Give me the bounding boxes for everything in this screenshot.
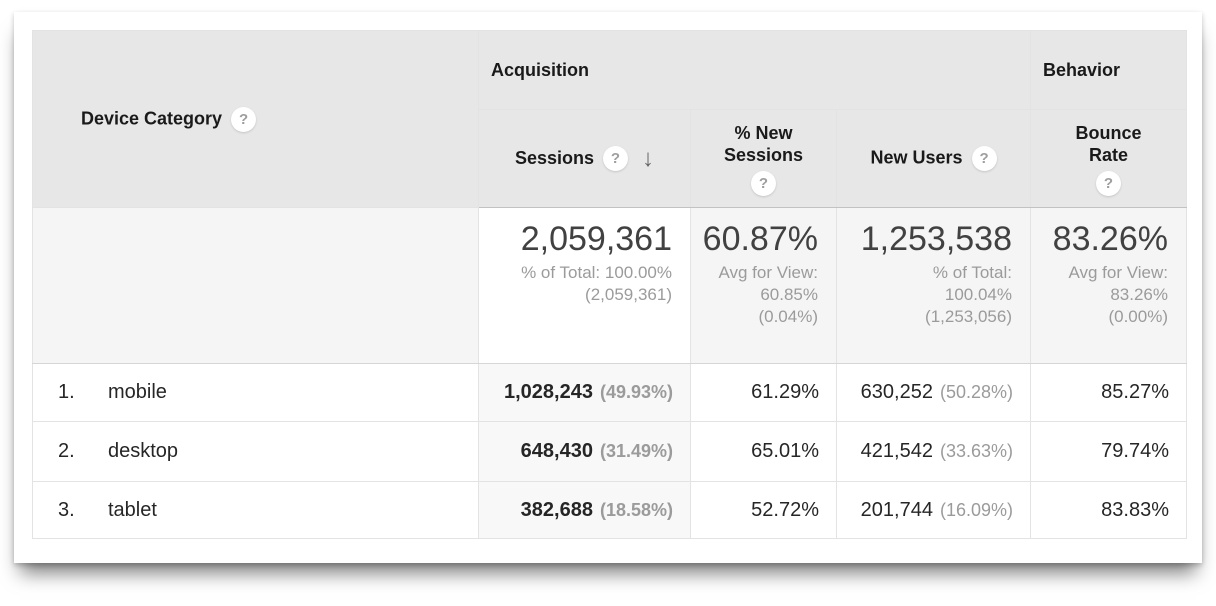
totals-row: 2,059,361 % of Total: 100.00% (2,059,361… [32,207,1187,364]
new-users-total-value: 1,253,538 [860,220,1012,258]
sessions-value: 648,430 [520,440,593,462]
device-name-link[interactable]: mobile [108,381,167,403]
new-sessions-value: 61.29% [751,381,819,403]
subtext-line: 100.04% [944,285,1012,305]
acquisition-group-header: Acquisition [478,30,1031,110]
device-cell: 3. tablet [32,481,479,539]
new-users-cell: 201,744 (16.09%) [836,481,1031,539]
subtext-line: 83.26% [1110,285,1168,305]
device-category-label: Device Category [81,107,223,128]
new-sessions-cell: 52.72% [690,481,837,539]
subtext-line: Avg for View: [1068,263,1168,283]
bounce-rate-value: 85.27% [1101,381,1169,403]
new-users-column-header[interactable]: New Users? [836,109,1031,208]
sessions-total-cell: 2,059,361 % of Total: 100.00% (2,059,361… [478,207,691,364]
new-users-label: New Users [870,147,963,168]
new-sessions-total-value: 60.87% [702,220,818,258]
acquisition-label: Acquisition [491,59,589,80]
subtext-line: Avg for View: [718,263,818,283]
device-category-table: Device Category? Acquisition Behavior Se… [32,30,1187,539]
new-sessions-value: 65.01% [751,440,819,462]
new-sessions-total-cell: 60.87% Avg for View: 60.85% (0.04%) [690,207,837,364]
behavior-label: Behavior [1043,59,1121,80]
help-icon[interactable]: ? [1096,170,1121,196]
sessions-value: 1,028,243 [503,381,593,403]
new-users-value: 630,252 [860,381,933,403]
bounce-rate-column-header[interactable]: Bounce Rate ? [1030,109,1187,208]
device-name-link[interactable]: tablet [108,498,157,521]
device-cell: 1. mobile [32,363,479,422]
subtext-line: % of Total: [932,263,1012,283]
row-index: 3. [58,498,75,521]
sessions-cell: 382,688 (18.58%) [478,481,691,539]
row-index: 1. [58,381,75,403]
sessions-value: 382,688 [520,498,593,521]
bounce-rate-value: 79.74% [1101,440,1169,462]
subtext-line: (0.00%) [1108,307,1168,327]
bounce-rate-label: Bounce Rate [1075,122,1142,166]
help-icon[interactable]: ? [231,106,257,132]
sessions-cell: 1,028,243 (49.93%) [478,363,691,422]
device-name-link[interactable]: desktop [108,440,179,462]
new-users-value: 201,744 [860,498,933,521]
new-users-value: 421,542 [860,440,933,462]
sessions-label: Sessions [514,147,595,168]
sessions-cell: 648,430 (31.49%) [478,421,691,482]
new-sessions-label: % New Sessions [723,122,804,166]
sort-descending-icon: ↓ [642,144,655,172]
new-sessions-column-header[interactable]: % New Sessions ? [690,109,837,208]
subtext-line: (1,253,056) [925,307,1012,327]
sessions-column-header[interactable]: Sessions? ↓ [478,109,691,208]
totals-dimension-cell [32,207,479,364]
behavior-group-header: Behavior [1030,30,1187,110]
sessions-total-subtext: % of Total: 100.00% (2,059,361) [479,262,672,306]
new-sessions-cell: 61.29% [690,363,837,422]
row-index: 2. [58,440,75,462]
bounce-rate-total-value: 83.26% [1052,220,1168,258]
bounce-rate-total-subtext: Avg for View: 83.26% (0.00%) [1031,262,1168,328]
device-category-header: Device Category? [32,30,479,208]
subtext-line: 60.85% [760,285,818,305]
subtext-line: (0.04%) [758,307,818,327]
group-header-row: Device Category? Acquisition Behavior [32,30,1187,208]
sessions-percent: (18.58%) [599,499,673,520]
new-users-total-cell: 1,253,538 % of Total: 100.04% (1,253,056… [836,207,1031,364]
new-sessions-total-subtext: Avg for View: 60.85% (0.04%) [691,262,818,328]
sessions-percent: (49.93%) [599,382,673,402]
new-sessions-cell: 65.01% [690,421,837,482]
report-card: Device Category? Acquisition Behavior Se… [14,12,1202,563]
bounce-rate-cell: 85.27% [1030,363,1187,422]
help-icon[interactable]: ? [971,146,997,171]
bounce-rate-cell: 83.83% [1030,481,1187,539]
new-users-cell: 421,542 (33.63%) [836,421,1031,482]
device-cell: 2. desktop [32,421,479,482]
new-users-cell: 630,252 (50.28%) [836,363,1031,422]
table-row: 1. mobile 1,028,243 (49.93%) 61.29% 630,25… [32,363,1187,422]
subtext-line: (2,059,361) [585,285,672,305]
help-icon[interactable]: ? [603,146,629,171]
new-users-total-subtext: % of Total: 100.04% (1,253,056) [837,262,1012,328]
bounce-rate-cell: 79.74% [1030,421,1187,482]
new-users-percent: (16.09%) [939,499,1013,520]
column-header-row: Sessions? ↓ % New Sessions ? New Users? B… [33,109,1187,208]
new-users-percent: (50.28%) [939,382,1013,402]
new-users-percent: (33.63%) [939,441,1013,461]
bounce-rate-value: 83.83% [1101,498,1169,521]
table-row: 3. tablet 382,688 (18.58%) 52.72% 201,744 (… [32,481,1187,539]
bounce-rate-total-cell: 83.26% Avg for View: 83.26% (0.00%) [1030,207,1187,364]
sessions-percent: (31.49%) [599,441,673,461]
help-icon[interactable]: ? [751,170,776,196]
subtext-line: % of Total: 100.00% [521,263,672,283]
table-row: 2. desktop 648,430 (31.49%) 65.01% 421,542… [32,421,1187,482]
sessions-total-value: 2,059,361 [520,220,672,258]
new-sessions-value: 52.72% [751,498,819,521]
